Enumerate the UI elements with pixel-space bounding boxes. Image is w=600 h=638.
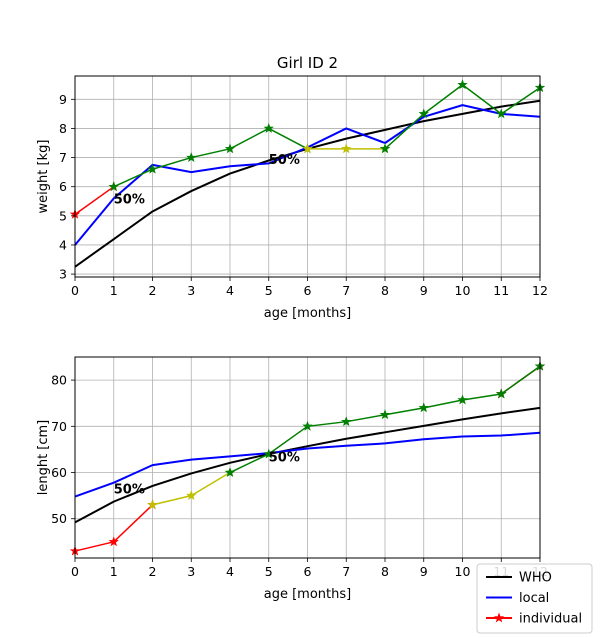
data-point (496, 108, 507, 119)
data-point (496, 388, 507, 399)
data-point (379, 409, 391, 420)
data-point (457, 394, 468, 405)
y-tick-label: 6 (59, 179, 67, 194)
x-tick-label: 11 (493, 283, 509, 298)
data-point (457, 79, 468, 90)
who-line (74, 406, 541, 524)
x-tick-label: 9 (420, 283, 428, 298)
x-tick-label: 4 (226, 283, 234, 298)
y-tick-label: 7 (59, 150, 67, 165)
legend: WHO local individual (476, 563, 593, 634)
y-tick-label: 5 (59, 208, 67, 223)
x-tick-label: 1 (110, 564, 118, 579)
data-point (302, 420, 313, 431)
segment-line (500, 365, 541, 395)
data-point (224, 143, 236, 154)
x-tick-label: 0 (71, 283, 79, 298)
legend-label: WHO (519, 571, 552, 586)
y-tick-label: 3 (59, 267, 67, 282)
x-tick-label: 8 (381, 564, 389, 579)
x-tick-label: 3 (187, 564, 195, 579)
percentile-annotation: 50% (269, 450, 300, 465)
x-tick-label: 6 (304, 564, 312, 579)
y-tick-label: 50 (51, 511, 67, 526)
x-tick-label: 1 (110, 283, 118, 298)
x-axis-label: age [months] (264, 306, 351, 321)
data-point (302, 143, 313, 154)
data-point (186, 490, 197, 501)
series-group (69, 360, 546, 556)
length-plot: 50%50%012345678910111250607080age [month… (36, 356, 548, 602)
legend-box (476, 563, 593, 634)
y-axis-label: weight [kg] (36, 140, 51, 214)
x-tick-label: 6 (304, 283, 312, 298)
x-tick-label: 9 (420, 564, 428, 579)
individual-line (74, 186, 115, 215)
x-tick-label: 5 (265, 283, 273, 298)
segment-line (229, 393, 502, 474)
data-point (263, 448, 274, 459)
x-tick-label: 2 (149, 283, 157, 298)
data-point (341, 416, 352, 427)
x-tick-label: 10 (455, 283, 471, 298)
x-tick-label: 7 (342, 564, 350, 579)
y-tick-label: 70 (51, 419, 67, 434)
data-point (108, 181, 119, 192)
x-axis-label: age [months] (264, 587, 351, 602)
data-point (379, 143, 391, 154)
y-axis-label: lenght [cm] (36, 420, 51, 496)
local-line (74, 431, 541, 498)
x-tick-label: 10 (455, 564, 471, 579)
x-tick-label: 4 (226, 564, 234, 579)
percentile-annotation: 50% (269, 153, 300, 168)
y-tick-label: 60 (51, 465, 67, 480)
x-tick-label: 7 (342, 283, 350, 298)
chart-title: Girl ID 2 (277, 54, 338, 72)
series-group (69, 79, 546, 268)
percentile-annotation: 50% (114, 483, 145, 498)
y-tick-label: 80 (51, 373, 67, 388)
x-tick-label: 12 (532, 283, 548, 298)
x-tick-label: 0 (71, 564, 79, 579)
data-point (147, 163, 158, 174)
data-point (224, 467, 236, 477)
data-point (341, 143, 352, 154)
legend-label: individual (519, 612, 582, 627)
data-point (418, 108, 429, 119)
data-point (147, 499, 158, 510)
y-tick-label: 9 (59, 92, 67, 107)
data-point (263, 122, 274, 133)
x-tick-label: 3 (187, 283, 195, 298)
data-point (186, 152, 197, 162)
percentile-annotation: 50% (114, 192, 145, 207)
legend-marker (493, 612, 505, 623)
y-tick-label: 4 (59, 237, 67, 252)
segment-line (113, 127, 308, 188)
y-tick-label: 8 (59, 121, 67, 136)
x-tick-label: 2 (149, 564, 157, 579)
x-tick-label: 8 (381, 283, 389, 298)
data-point (418, 402, 429, 413)
data-point (108, 536, 119, 547)
legend-label: local (519, 591, 549, 606)
x-tick-label: 5 (265, 564, 273, 579)
